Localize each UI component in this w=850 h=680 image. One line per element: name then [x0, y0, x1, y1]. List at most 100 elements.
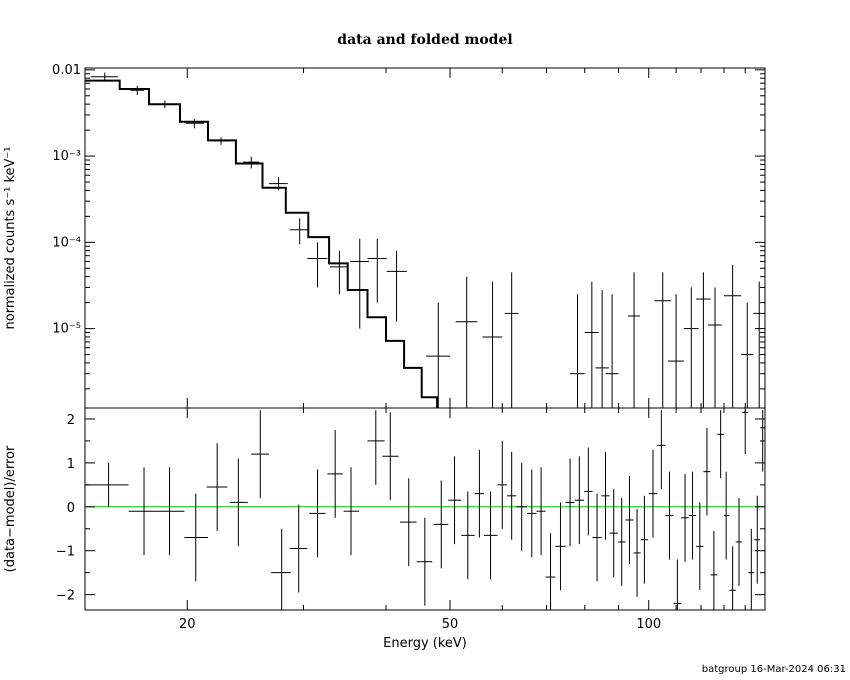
residual-point	[206, 443, 228, 531]
residual-point	[343, 467, 359, 556]
residual-point	[723, 471, 730, 560]
residual-point	[696, 502, 704, 591]
residual-point	[565, 458, 575, 547]
residual-point	[609, 489, 618, 578]
residual-point	[748, 528, 755, 610]
residual-point	[665, 471, 674, 560]
data-point	[595, 290, 609, 408]
residual-point	[229, 458, 248, 547]
residual-y-ticks: −2 −1 0 1 2	[56, 413, 765, 604]
residual-point	[128, 467, 158, 556]
y-tick-label: 0	[67, 501, 75, 516]
residual-point	[657, 410, 666, 490]
y-tick-label: 10⁻⁴	[52, 235, 81, 250]
residual-data-points	[85, 410, 765, 610]
residual-point	[710, 530, 718, 610]
y-tick-label: 1	[67, 457, 75, 472]
y-tick-label: −1	[56, 545, 75, 560]
residual-point	[648, 449, 658, 538]
residual-point	[184, 493, 209, 582]
folded-model-steps	[85, 79, 439, 408]
data-point	[683, 287, 699, 408]
data-point	[504, 272, 519, 408]
residual-point	[601, 451, 610, 540]
data-point	[584, 281, 599, 408]
residual-point	[289, 504, 308, 593]
residual-point	[382, 412, 399, 501]
data-point	[269, 177, 288, 191]
residual-panel: −2 −1 0 1 2 20 50 100 (data−model)/error Energ…	[3, 68, 766, 651]
chart-title: data and folded model	[337, 32, 512, 48]
residual-point	[729, 546, 736, 610]
x-tick-label: 20	[179, 617, 196, 632]
residual-point	[526, 469, 537, 558]
y-tick-label: 10⁻³	[52, 149, 81, 164]
residual-point	[681, 473, 689, 562]
residual-point	[400, 478, 417, 567]
residual-point	[474, 449, 485, 538]
energy-x-ticks: 20 50 100	[179, 68, 766, 632]
energy-x-label: Energy (keV)	[383, 636, 467, 651]
spectrum-data-points	[91, 72, 765, 408]
residual-point	[703, 427, 711, 516]
y-tick-label: 10⁻⁵	[52, 322, 81, 337]
residual-point	[85, 462, 129, 507]
residual-point	[433, 480, 449, 569]
data-point	[289, 218, 310, 245]
residual-point	[484, 491, 498, 580]
residual-point	[640, 495, 649, 584]
residual-point	[555, 502, 566, 591]
data-point	[329, 250, 349, 295]
data-point	[91, 72, 118, 82]
data-point	[213, 137, 230, 145]
residual-point	[367, 410, 385, 485]
residual-point	[497, 440, 508, 529]
data-point	[185, 118, 204, 129]
y-tick-label: 0.01	[52, 63, 81, 78]
residual-point	[742, 410, 749, 455]
residual-point	[516, 462, 527, 551]
data-point	[386, 250, 407, 322]
residual-point	[536, 467, 546, 556]
data-point	[482, 281, 503, 408]
residual-point	[592, 493, 602, 582]
residual-point	[617, 498, 626, 586]
residual-point	[754, 495, 761, 584]
footer-stamp: batgroup 16-Mar-2024 06:31	[702, 664, 846, 675]
residual-point	[251, 410, 270, 499]
residual-point	[688, 471, 697, 560]
data-point	[668, 294, 684, 408]
data-point	[654, 272, 671, 408]
data-point	[350, 238, 370, 329]
x-tick-label: 100	[636, 617, 661, 632]
data-point	[426, 302, 450, 408]
residual-point	[574, 456, 585, 545]
residual-point	[625, 476, 634, 564]
residual-point	[416, 517, 433, 606]
residual-point	[545, 533, 556, 610]
residual-frame	[84, 407, 766, 611]
folded-model-line	[85, 79, 439, 408]
spectrum-panel: 0.01 10⁻³ 10⁻⁴ 10⁻⁵ normalized counts s⁻¹ k…	[3, 63, 766, 409]
residual-point	[271, 528, 291, 610]
x-tick-label: 50	[442, 617, 459, 632]
residual-y-label: (data−model)/error	[3, 445, 18, 572]
residual-point	[507, 451, 517, 540]
spectrum-y-ticks: 0.01 10⁻³ 10⁻⁴ 10⁻⁵	[52, 63, 765, 390]
residual-point	[309, 469, 326, 558]
data-point	[157, 100, 173, 109]
data-point	[130, 85, 145, 96]
data-point	[708, 287, 722, 408]
y-tick-label: 2	[67, 413, 75, 428]
residual-point	[735, 498, 743, 586]
residual-point	[157, 467, 185, 556]
residual-point	[760, 410, 765, 472]
residual-point	[327, 429, 343, 518]
residual-point	[584, 447, 593, 536]
residual-point	[448, 456, 462, 545]
data-point	[570, 294, 585, 408]
data-point	[627, 272, 641, 408]
residual-point	[461, 491, 475, 580]
spectrum-y-label: normalized counts s⁻¹ keV⁻¹	[3, 147, 18, 330]
